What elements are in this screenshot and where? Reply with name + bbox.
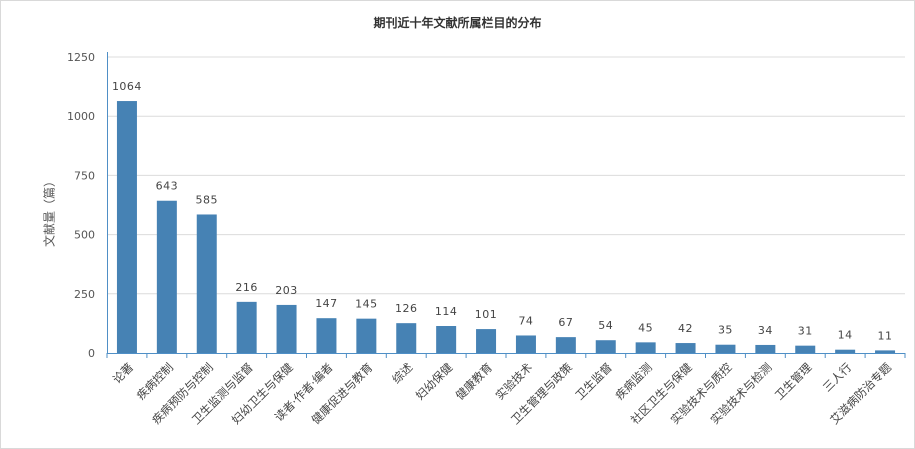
bar[interactable] [515, 335, 536, 353]
x-tick-labels: 论著疾病控制疾病预防与控制卫生监测与监督妇幼卫生与保健读者·作者·编者健康促进与… [110, 360, 895, 427]
data-label: 114 [435, 305, 458, 318]
data-label: 145 [355, 298, 378, 311]
y-tick-label: 0 [88, 347, 95, 360]
bar[interactable] [196, 214, 217, 353]
data-label: 11 [878, 329, 893, 342]
data-label: 42 [678, 322, 693, 335]
bar[interactable] [396, 323, 417, 353]
bar[interactable] [436, 326, 457, 353]
x-tick-label: 健康教育 [453, 360, 495, 402]
bar[interactable] [755, 344, 776, 353]
data-label: 14 [838, 329, 853, 342]
bar[interactable] [356, 318, 377, 353]
bar[interactable] [875, 350, 896, 353]
data-label: 101 [475, 308, 498, 321]
data-label: 147 [315, 297, 338, 310]
data-label: 1064 [112, 80, 142, 93]
x-tick-label: 三人行 [820, 360, 854, 394]
axes [106, 52, 906, 358]
bar[interactable] [795, 345, 816, 353]
data-label: 31 [798, 325, 813, 338]
bar[interactable] [675, 343, 696, 353]
x-tick-label: 妇幼保健 [413, 360, 456, 403]
bar[interactable] [316, 318, 337, 353]
x-tick-label: 综述 [389, 360, 416, 387]
data-label: 585 [196, 193, 219, 206]
bar[interactable] [555, 337, 576, 353]
bar[interactable] [156, 200, 177, 353]
bar[interactable] [835, 349, 856, 353]
data-label: 67 [558, 316, 573, 329]
bar[interactable] [476, 329, 497, 353]
data-label: 203 [275, 284, 298, 297]
data-label: 126 [395, 302, 418, 315]
bar[interactable] [595, 340, 616, 353]
data-labels: 1064 643 585 216 203 147 145 126 114 101 74 67 54 45 4… [112, 80, 893, 342]
y-tick-label: 1250 [67, 51, 95, 64]
bars [116, 101, 896, 353]
bar[interactable] [116, 101, 137, 353]
gridlines [107, 56, 905, 295]
data-label: 45 [638, 321, 653, 334]
bar[interactable] [236, 301, 257, 353]
data-label: 216 [235, 281, 258, 294]
data-label: 74 [518, 314, 533, 327]
data-label: 34 [758, 324, 773, 337]
x-tick-label: 卫生管理 [772, 360, 815, 403]
data-label: 54 [598, 319, 613, 332]
y-tick-label: 250 [74, 288, 95, 301]
y-tick-label: 750 [74, 169, 95, 182]
y-tick-labels: 0 250 500 750 1000 1250 [67, 51, 95, 360]
bar[interactable] [635, 342, 656, 353]
bar[interactable] [715, 344, 736, 353]
data-label: 35 [718, 324, 733, 337]
y-tick-label: 500 [74, 229, 95, 242]
x-tick-label: 卫生监督 [572, 360, 614, 402]
y-tick-label: 1000 [67, 110, 95, 123]
bar[interactable] [276, 304, 297, 353]
chart-title: 期刊近十年文献所属栏目的分布 [373, 16, 542, 30]
data-label: 643 [156, 180, 179, 193]
x-tick-label: 论著 [110, 360, 136, 386]
